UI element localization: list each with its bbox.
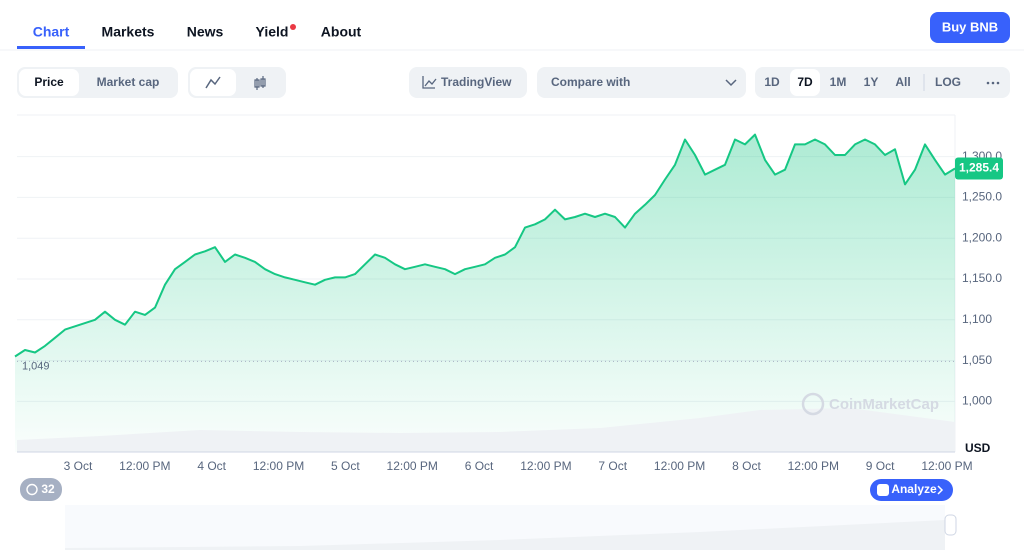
- price-option[interactable]: [19, 69, 79, 96]
- minimap-area: [65, 520, 945, 550]
- history-icon: [26, 483, 38, 496]
- currency: USD: [965, 441, 991, 455]
- x-tick-label: 7 Oct: [598, 459, 627, 473]
- x-tick-label: 12:00 PM: [119, 459, 170, 473]
- x-tick-label: 12:00 PM: [387, 459, 438, 473]
- y-tick-label: 1,200.0: [962, 230, 1002, 244]
- x-tick-label: 12:00 PM: [921, 459, 972, 473]
- tab[interactable]: Yield: [256, 24, 289, 40]
- y-tick-label: 1,100: [962, 312, 992, 326]
- x-tick-label: 12:00 PM: [654, 459, 705, 473]
- buy-label: Buy BNB: [942, 19, 998, 34]
- new-dot: [290, 24, 296, 30]
- x-tick-label: 5 Oct: [331, 459, 360, 473]
- tab[interactable]: About: [321, 24, 362, 40]
- analyze-chevron: [937, 485, 944, 495]
- compare-select[interactable]: [537, 67, 746, 98]
- range-option[interactable]: 1M: [830, 75, 847, 89]
- x-tick-label: 12:00 PM: [253, 459, 304, 473]
- more-icon[interactable]: [986, 81, 1000, 85]
- price-area: [15, 134, 955, 452]
- buy-button[interactable]: [930, 12, 1010, 43]
- tradingview-label: TradingView: [441, 75, 512, 89]
- tradingview-button[interactable]: [409, 67, 527, 98]
- range-option[interactable]: LOG: [935, 75, 961, 89]
- last-price-badge: [955, 157, 1003, 180]
- candle-icon[interactable]: [254, 76, 266, 90]
- x-tick-label: 12:00 PM: [788, 459, 839, 473]
- y-tick-label: 1,250.0: [962, 190, 1002, 204]
- tab[interactable]: News: [187, 24, 224, 40]
- analyze-icon: [877, 484, 889, 496]
- x-tick-label: 3 Oct: [64, 459, 93, 473]
- range-option[interactable]: 1Y: [864, 75, 879, 89]
- watermark: CoinMarketCap: [829, 396, 939, 413]
- analyze-label: Analyze: [891, 482, 937, 496]
- y-tick-label: 1,000: [962, 394, 992, 408]
- line-icon: [205, 76, 221, 89]
- analyze-button[interactable]: [870, 479, 953, 501]
- range-option[interactable]: 1D: [764, 75, 780, 89]
- y-tick-label: 1,050: [962, 353, 992, 367]
- x-tick-label: 6 Oct: [465, 459, 494, 473]
- x-tick-label: 4 Oct: [197, 459, 226, 473]
- history-count: 32: [41, 482, 55, 496]
- x-tick-label: 8 Oct: [732, 459, 761, 473]
- tab-underline: [17, 46, 85, 49]
- chevron: [725, 79, 737, 87]
- price-line: [14, 133, 956, 358]
- tab[interactable]: Chart: [33, 24, 70, 40]
- tab[interactable]: Markets: [102, 24, 155, 40]
- tv-icon: [422, 76, 437, 89]
- baseline-label: 1,049: [22, 360, 50, 372]
- history-badge[interactable]: [20, 478, 62, 501]
- compare-label: Compare with: [551, 75, 630, 89]
- x-tick-label: 12:00 PM: [520, 459, 571, 473]
- range-option[interactable]: 7D: [797, 75, 813, 89]
- price-label: Price: [34, 75, 64, 89]
- mcap-label[interactable]: Market cap: [97, 75, 160, 89]
- y-tick-label: 1,150.0: [962, 271, 1002, 285]
- last-price-label: 1,285.4: [959, 161, 999, 175]
- range-option[interactable]: All: [895, 75, 910, 89]
- watermark-logo: [801, 392, 825, 416]
- range-active: [790, 69, 820, 96]
- minimap-handle[interactable]: [944, 514, 957, 536]
- x-tick-label: 9 Oct: [866, 459, 895, 473]
- volume-area: [17, 408, 955, 452]
